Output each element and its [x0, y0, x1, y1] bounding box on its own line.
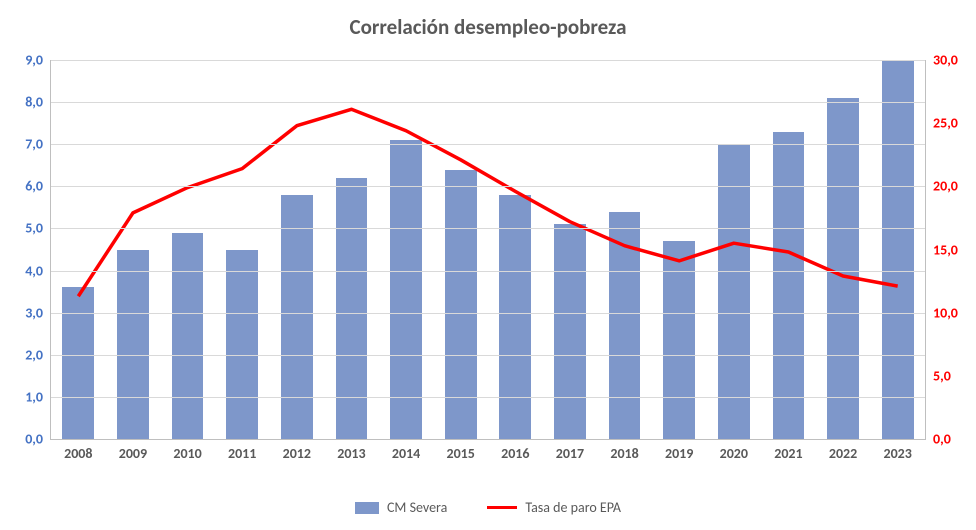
chart-container: Correlación desempleo-pobreza 2008200920…	[0, 0, 976, 530]
legend-item-bar: CM Severa	[355, 499, 447, 516]
gridline	[51, 313, 925, 314]
gridline	[51, 228, 925, 229]
gridline	[51, 102, 925, 103]
gridline	[51, 60, 925, 61]
x-category-label: 2014	[392, 439, 420, 462]
x-category-label: 2011	[228, 439, 256, 462]
y-left-tick: 9,0	[25, 52, 51, 69]
x-category-label: 2016	[501, 439, 529, 462]
y-right-tick: 20,0	[925, 178, 958, 195]
y-right-tick: 15,0	[925, 241, 958, 258]
x-category-label: 2017	[556, 439, 584, 462]
line-series	[78, 109, 897, 296]
legend: CM Severa Tasa de paro EPA	[0, 499, 976, 516]
gridline	[51, 186, 925, 187]
y-left-tick: 1,0	[25, 388, 51, 405]
y-right-tick: 25,0	[925, 115, 958, 132]
x-category-label: 2013	[337, 439, 365, 462]
y-right-tick: 10,0	[925, 304, 958, 321]
y-left-tick: 0,0	[25, 431, 51, 448]
gridline	[51, 144, 925, 145]
y-left-tick: 6,0	[25, 178, 51, 195]
x-category-label: 2018	[610, 439, 638, 462]
y-left-tick: 4,0	[25, 262, 51, 279]
x-category-label: 2008	[64, 439, 92, 462]
gridline	[51, 355, 925, 356]
legend-swatch-line	[487, 506, 517, 509]
x-category-label: 2009	[119, 439, 147, 462]
y-left-tick: 8,0	[25, 94, 51, 111]
y-left-tick: 5,0	[25, 220, 51, 237]
line-layer	[51, 60, 925, 439]
y-left-tick: 2,0	[25, 346, 51, 363]
x-category-label: 2021	[774, 439, 802, 462]
legend-item-line: Tasa de paro EPA	[487, 499, 621, 516]
x-category-label: 2023	[883, 439, 911, 462]
x-category-label: 2015	[446, 439, 474, 462]
plot-area: 2008200920102011201220132014201520162017…	[50, 60, 926, 440]
x-category-label: 2019	[665, 439, 693, 462]
x-category-label: 2010	[173, 439, 201, 462]
x-category-label: 2022	[829, 439, 857, 462]
y-left-tick: 7,0	[25, 136, 51, 153]
x-category-label: 2012	[283, 439, 311, 462]
legend-swatch-bar	[355, 502, 379, 514]
y-right-tick: 0,0	[925, 431, 951, 448]
legend-label-bar: CM Severa	[387, 499, 447, 516]
y-left-tick: 3,0	[25, 304, 51, 321]
legend-label-line: Tasa de paro EPA	[525, 499, 621, 516]
y-right-tick: 30,0	[925, 52, 958, 69]
y-right-tick: 5,0	[925, 367, 951, 384]
gridline	[51, 271, 925, 272]
chart-title: Correlación desempleo-pobreza	[0, 0, 976, 40]
gridline	[51, 397, 925, 398]
x-category-label: 2020	[720, 439, 748, 462]
